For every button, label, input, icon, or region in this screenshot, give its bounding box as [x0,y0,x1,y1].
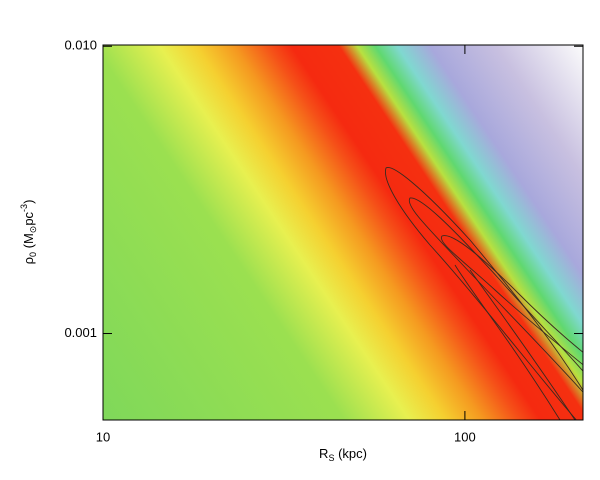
label-part: (kpc) [334,446,367,461]
label-part: ⊙ [28,226,38,234]
contour [440,235,583,366]
label-part: pc [21,211,36,225]
label-part: ) [21,200,36,204]
contour [408,197,583,393]
label-part: 0 [28,252,38,257]
label-part: (M [21,233,36,252]
x-axis-label: RS (kpc) [319,446,367,463]
contour [385,167,583,420]
axes-frame [102,44,584,421]
plot-area [102,44,584,421]
label-part: S [328,453,334,463]
label-part: R [319,446,328,461]
y-axis-label: ρ0 (M⊙pc-3) [19,200,38,265]
contours [385,167,583,420]
label-part: ρ [21,257,36,264]
label-part: -3 [19,204,29,212]
y-tick-label: 0.010 [64,38,97,53]
y-tick-label: 0.001 [64,325,97,340]
density-map [103,45,583,420]
x-tick-label: 100 [454,429,476,444]
x-tick-label: 10 [96,429,110,444]
contour [454,264,576,420]
